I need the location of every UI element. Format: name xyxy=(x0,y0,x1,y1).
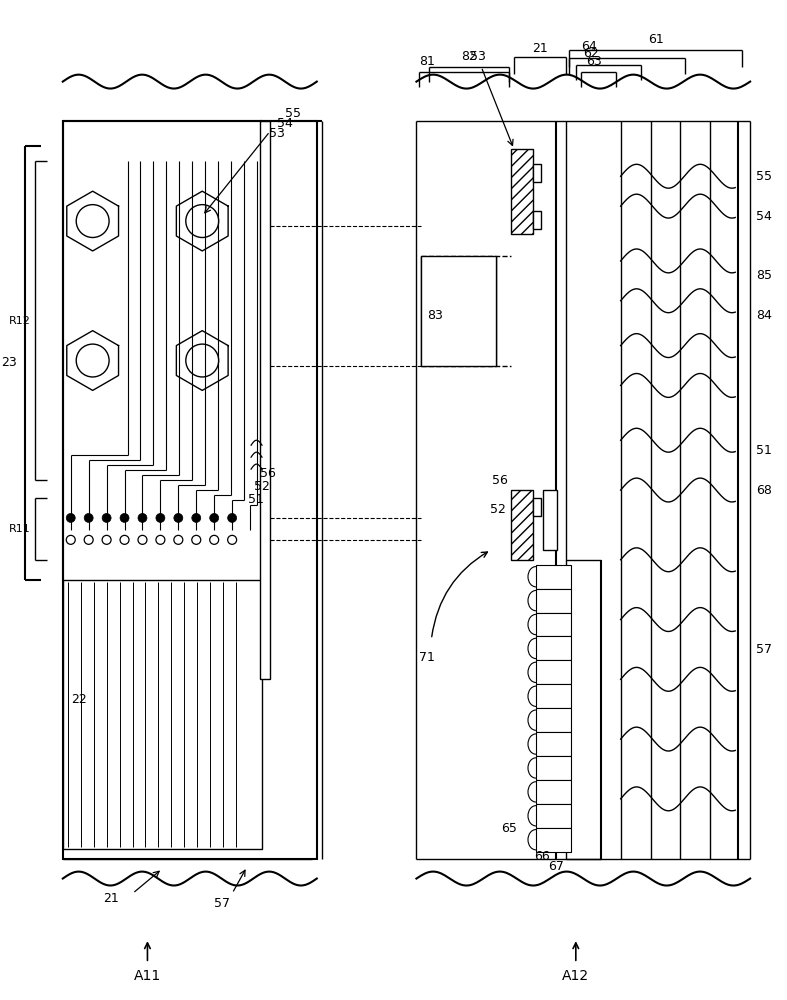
Bar xyxy=(536,684,571,708)
Text: 51: 51 xyxy=(248,493,264,506)
Bar xyxy=(536,613,571,636)
Text: 57: 57 xyxy=(756,643,772,656)
Text: 55: 55 xyxy=(285,107,301,120)
Text: 66: 66 xyxy=(534,850,549,863)
Circle shape xyxy=(138,513,147,522)
Text: 53: 53 xyxy=(269,127,285,140)
Text: 85: 85 xyxy=(756,269,772,282)
Bar xyxy=(536,804,571,828)
Circle shape xyxy=(209,513,219,522)
Text: 62: 62 xyxy=(583,47,599,60)
Circle shape xyxy=(102,513,111,522)
Text: 54: 54 xyxy=(277,117,293,130)
Text: 68: 68 xyxy=(756,484,772,497)
Text: 83: 83 xyxy=(427,309,443,322)
Bar xyxy=(511,149,533,234)
Bar xyxy=(63,121,317,859)
Circle shape xyxy=(174,513,183,522)
Bar xyxy=(421,256,496,366)
Bar xyxy=(536,756,571,780)
Circle shape xyxy=(156,513,165,522)
Circle shape xyxy=(84,513,93,522)
Bar xyxy=(536,636,571,660)
Text: 22: 22 xyxy=(71,693,87,706)
Text: 67: 67 xyxy=(548,860,563,873)
Text: 57: 57 xyxy=(214,897,230,910)
Circle shape xyxy=(227,513,237,522)
Bar xyxy=(536,780,571,804)
Bar xyxy=(260,121,270,679)
Text: A11: A11 xyxy=(134,969,161,983)
Text: 56: 56 xyxy=(260,467,276,480)
Bar xyxy=(536,732,571,756)
Text: 71: 71 xyxy=(419,651,435,664)
Text: 56: 56 xyxy=(492,474,508,487)
Text: 84: 84 xyxy=(756,309,772,322)
Bar xyxy=(533,164,541,182)
Text: A12: A12 xyxy=(562,969,589,983)
Text: 51: 51 xyxy=(756,444,772,457)
Text: 54: 54 xyxy=(756,210,772,223)
Text: 81: 81 xyxy=(419,55,435,68)
Bar xyxy=(511,490,533,560)
Bar xyxy=(533,498,541,516)
Bar xyxy=(533,211,541,229)
Text: 65: 65 xyxy=(501,822,517,835)
Circle shape xyxy=(66,513,76,522)
Text: 63: 63 xyxy=(586,55,601,68)
Text: 61: 61 xyxy=(648,33,663,46)
Text: 21: 21 xyxy=(103,892,119,905)
Bar xyxy=(536,828,571,852)
Text: 21: 21 xyxy=(532,42,548,55)
Bar xyxy=(536,589,571,613)
Circle shape xyxy=(120,513,129,522)
Bar xyxy=(63,580,262,849)
Text: 52: 52 xyxy=(254,480,270,493)
Text: R12: R12 xyxy=(9,316,31,326)
Text: 53: 53 xyxy=(471,50,486,63)
Text: 23: 23 xyxy=(2,356,17,369)
Text: R11: R11 xyxy=(9,524,31,534)
Bar xyxy=(536,708,571,732)
Circle shape xyxy=(192,513,201,522)
Text: 64: 64 xyxy=(581,40,597,53)
Text: 52: 52 xyxy=(490,503,506,516)
Bar xyxy=(543,490,557,550)
Text: 82: 82 xyxy=(461,50,477,63)
Text: 55: 55 xyxy=(756,170,772,183)
Bar xyxy=(536,660,571,684)
Bar xyxy=(536,565,571,589)
